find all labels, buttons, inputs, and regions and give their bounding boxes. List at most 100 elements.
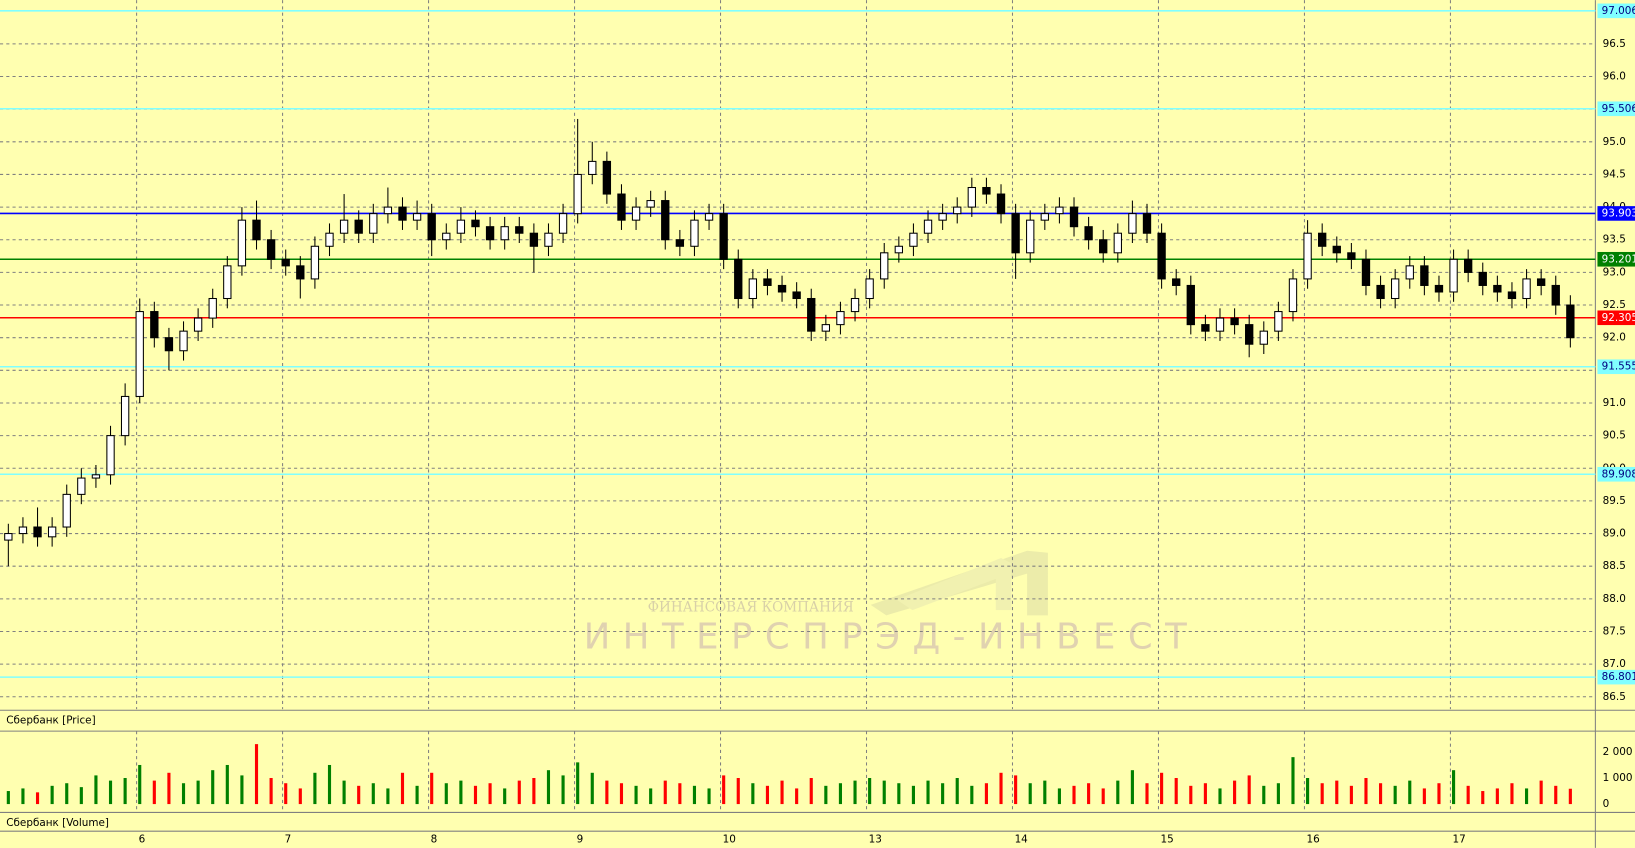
volume-bar [1043,780,1047,805]
volume-bar [882,780,886,805]
candle-body [1361,258,1371,286]
candle-body [1099,239,1108,254]
x-tick-label: 14 [1015,834,1029,846]
candle-body [719,213,728,260]
candle-body [339,219,349,234]
y-tick-label: 88.0 [1603,593,1626,605]
watermark-caption: ФИНАНСОВАЯ КОМПАНИЯ [648,600,854,616]
candle-body [1245,324,1254,345]
y-tick-label: 87.0 [1603,658,1626,670]
volume-bar [853,780,857,805]
candle-body [62,493,71,528]
volume-bar [1422,788,1426,805]
candle-body [1566,304,1575,339]
x-tick-label: 17 [1453,834,1466,846]
candle-body [850,297,860,313]
y-tick-label: 92.5 [1603,299,1626,311]
candle-body [1186,284,1195,326]
candle-body [471,219,480,228]
candle-body [1026,219,1035,254]
volume-bar [1349,785,1353,805]
volume-bar [1539,780,1543,805]
level-label: 89.908 [1602,468,1635,480]
y-tick-label: 92.0 [1603,332,1626,344]
y-tick-label: 90.5 [1603,430,1626,442]
level-label-box [1597,669,1635,685]
volume-bar [444,783,448,805]
candle-body [763,278,772,286]
candle-body [412,213,422,221]
volume-bar [167,772,171,805]
candle-body [880,252,889,280]
volume-bar [1364,778,1368,805]
volume-bar [1057,788,1061,805]
volume-bar [138,764,142,805]
volume-bar [1028,783,1032,805]
volume-bar [532,778,536,805]
level-label-box [1597,310,1635,326]
volume-bar [371,783,375,805]
x-tick-label: 6 [139,834,146,846]
x-tick-label: 10 [723,834,736,846]
candle-body [909,232,918,247]
candle-body [1274,311,1283,332]
volume-bar [1087,783,1091,805]
candle-body [631,206,641,221]
volume-bar [211,770,215,805]
candle-body [777,284,787,293]
candle-body [982,186,991,195]
candle-body [237,219,247,267]
volume-bar [196,780,200,805]
candle-body [1478,271,1487,286]
volume-bar [284,783,288,805]
candle-body [208,297,217,319]
volume-bar [1320,783,1324,805]
candle-body [427,213,436,241]
candle-body [456,219,466,234]
candle-body [821,324,831,332]
volume-bar [473,785,478,805]
y-tick-label: 96.5 [1603,38,1626,50]
x-tick-label: 7 [285,834,292,846]
y-tick-label: 87.5 [1603,625,1626,637]
volume-bar [838,783,843,805]
candle-body [734,258,743,300]
volume-bar [751,783,755,805]
volume-bar [1072,785,1076,805]
volume-bar [1481,791,1485,805]
candle-body [1172,278,1181,286]
candle-body [1332,245,1341,254]
volume-bar [94,775,98,805]
volume-bar [1554,785,1558,805]
candle-body [164,337,174,352]
y-tick-label: 89.0 [1603,528,1626,540]
y-tick-label: 94.5 [1603,168,1626,180]
volume-bar [1510,783,1514,805]
x-tick-label: 15 [1161,834,1174,846]
candle-body [1055,206,1064,215]
candle-body [646,200,655,208]
candle-body [1040,213,1049,221]
volume-bar [1218,788,1222,805]
volume-bar [298,788,302,805]
volume-bar [1145,783,1149,805]
volume-bar [1233,780,1237,805]
volume-bar [400,772,405,805]
volume-bar [1379,783,1383,805]
volume-bar [517,780,521,805]
volume-bar [254,744,259,805]
candle-body [807,297,816,332]
volume-bar [1306,778,1310,805]
candle-body [369,213,378,234]
candle-body [485,226,495,241]
volume-bar [342,780,346,805]
volume-bar [488,783,492,805]
candle-body [1011,213,1020,254]
level-label-box [1597,101,1635,117]
level-label: 95.506 [1602,103,1635,115]
candle-body [1230,317,1239,326]
volume-bar [1247,775,1251,805]
volume-bar [634,785,638,805]
level-label-box [1597,251,1635,267]
y-tick-label: 86.5 [1603,691,1626,703]
